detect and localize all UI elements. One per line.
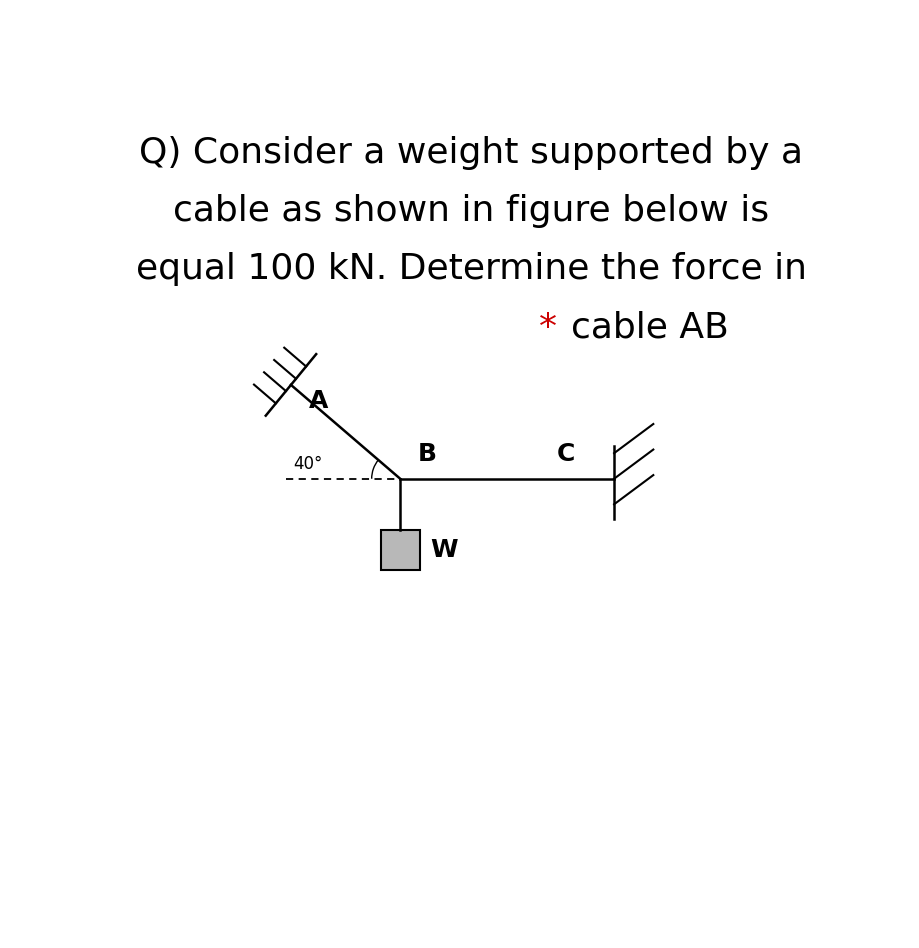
Text: B: B [417, 442, 437, 465]
Text: *: * [539, 311, 557, 345]
Text: 40°: 40° [293, 455, 323, 473]
Text: A: A [309, 389, 328, 412]
Text: W: W [430, 538, 458, 562]
Text: cable AB: cable AB [571, 311, 728, 345]
Text: C: C [556, 442, 574, 465]
Polygon shape [380, 530, 419, 570]
Text: equal 100 kN. Determine the force in: equal 100 kN. Determine the force in [136, 252, 806, 286]
Text: cable as shown in figure below is: cable as shown in figure below is [174, 194, 768, 228]
Text: Q) Consider a weight supported by a: Q) Consider a weight supported by a [140, 136, 802, 170]
